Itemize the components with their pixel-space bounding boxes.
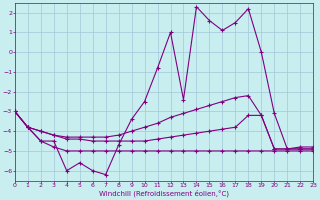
X-axis label: Windchill (Refroidissement éolien,°C): Windchill (Refroidissement éolien,°C) [99,190,229,197]
